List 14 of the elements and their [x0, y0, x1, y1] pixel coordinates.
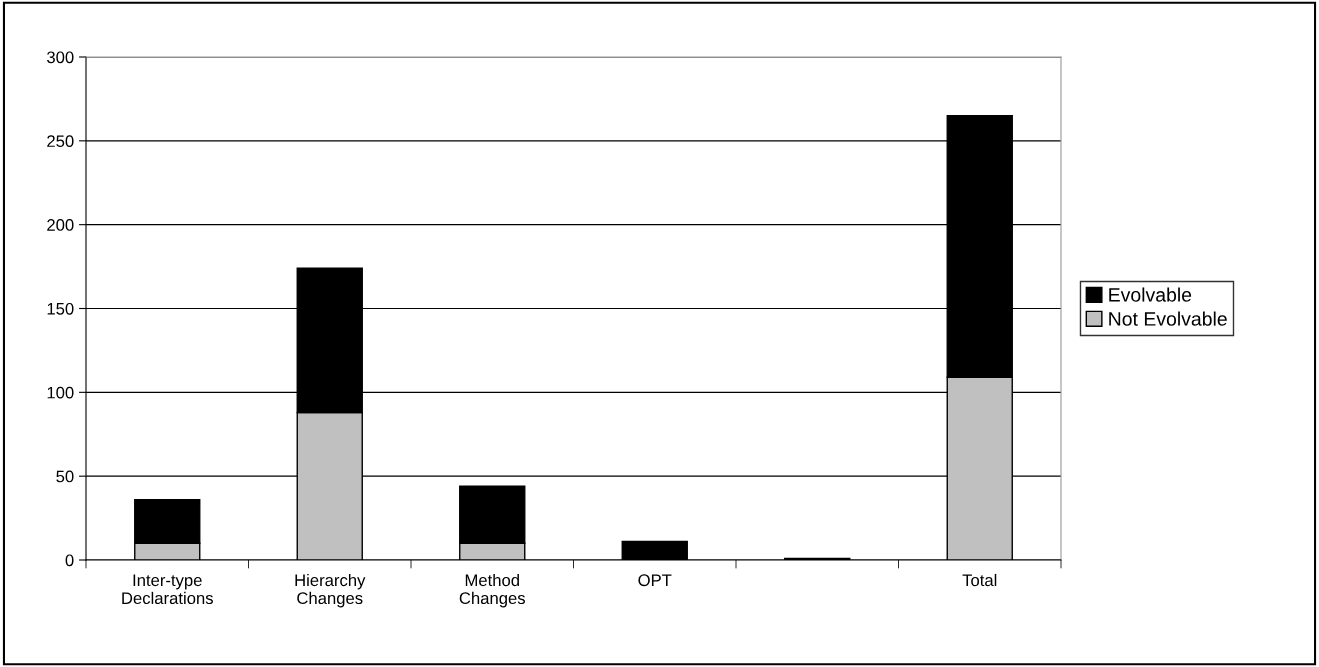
y-tick-label: 300 [47, 51, 74, 64]
legend-label: Evolvable [1109, 287, 1192, 302]
y-tick-label: 100 [47, 386, 74, 399]
y-tick-label: 50 [56, 470, 74, 483]
x-tick-label: Inter-type Declarations [122, 574, 213, 605]
x-tick-label: OPT [638, 574, 672, 587]
x-tick-label: Total [962, 573, 997, 587]
y-tick-label: 250 [47, 135, 74, 148]
y-tick-label: 0 [65, 554, 74, 567]
legend-label: Not Evolvable [1109, 311, 1227, 326]
y-tick-label: 150 [47, 302, 74, 315]
x-tick-label: Method Changes [459, 573, 526, 608]
x-tick-label: Hierarchy Changes [295, 573, 366, 608]
y-tick-label: 200 [47, 219, 74, 231]
